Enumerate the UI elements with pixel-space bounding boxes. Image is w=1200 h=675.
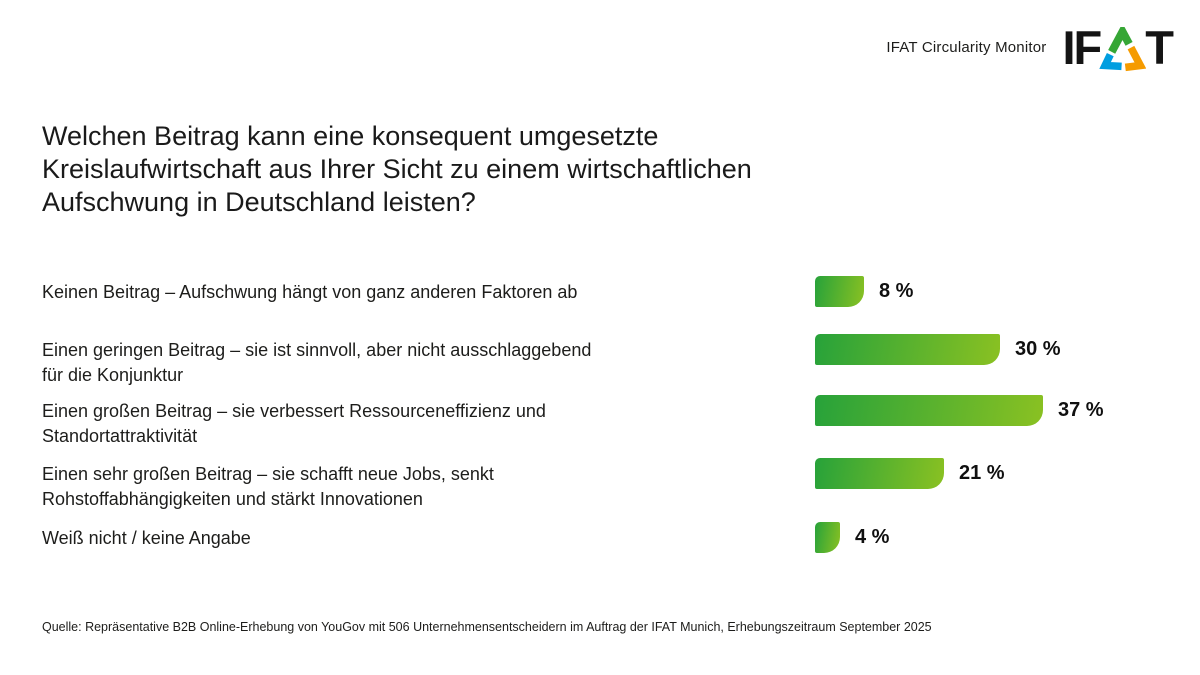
bar-row-2-value: 30 % [1015,338,1061,360]
bar-row-5-label-line1: Weiß nicht / keine Angabe [42,528,251,548]
brand-subtitle: IFAT Circularity Monitor [886,39,1047,56]
bar-row-5-label: Weiß nicht / keine Angabe [42,522,773,551]
bar-row-2-label-line1: Einen geringen Beitrag – sie ist sinnvol… [42,340,592,360]
bar-row-3: Einen großen Beitrag – sie verbessert Re… [42,395,1172,449]
bar-row-1-label-line1: Keinen Beitrag – Aufschwung hängt von ga… [42,282,578,302]
bar-row-2-label-line2: für die Konjunktur [42,365,184,385]
bar-row-3-bar [815,395,1043,426]
bar-row-1: Keinen Beitrag – Aufschwung hängt von ga… [42,276,1172,307]
bar-row-4-label-line1: Einen sehr großen Beitrag – sie schafft … [42,464,494,484]
bar-row-1-barwrap: 8 % [815,276,913,307]
bar-row-5-bar [815,522,840,553]
bar-row-2-bar [815,334,1000,365]
bar-row-3-label: Einen großen Beitrag – sie verbessert Re… [42,395,773,449]
bar-row-3-label-line1: Einen großen Beitrag – sie verbessert Re… [42,401,546,421]
chart-title-line1: Welchen Beitrag kann eine konsequent umg… [42,121,659,151]
bar-row-4: Einen sehr großen Beitrag – sie schafft … [42,458,1172,512]
bar-row-2: Einen geringen Beitrag – sie ist sinnvol… [42,334,1172,388]
bar-row-5: Weiß nicht / keine Angabe 4 % [42,522,1172,553]
bar-row-4-label: Einen sehr großen Beitrag – sie schafft … [42,458,773,512]
bar-row-3-label-line2: Standortattraktivität [42,426,198,446]
chart-title-line2: Kreislaufwirtschaft aus Ihrer Sicht zu e… [42,154,752,184]
bar-row-2-barwrap: 30 % [815,334,1061,365]
ifat-logo-letter-t: T [1145,21,1174,74]
header-brand: IFAT Circularity Monitor IF T [886,21,1174,74]
bar-row-1-bar [815,276,864,307]
ifat-logo-triangle-icon [1099,27,1147,72]
ifat-logo: IF T [1062,21,1174,74]
chart-title: Welchen Beitrag kann eine konsequent umg… [42,120,752,219]
bar-row-3-value: 37 % [1058,399,1104,421]
bar-row-3-barwrap: 37 % [815,395,1104,426]
bar-row-5-barwrap: 4 % [815,522,889,553]
bar-row-2-label: Einen geringen Beitrag – sie ist sinnvol… [42,334,773,388]
bar-row-4-barwrap: 21 % [815,458,1005,489]
bar-row-4-value: 21 % [959,462,1005,484]
bar-row-1-label: Keinen Beitrag – Aufschwung hängt von ga… [42,276,773,305]
bar-row-4-bar [815,458,944,489]
bar-row-4-label-line2: Rohstoffabhängigkeiten und stärkt Innova… [42,489,423,509]
source-note: Quelle: Repräsentative B2B Online-Erhebu… [42,620,932,634]
bar-row-1-value: 8 % [879,280,914,302]
chart-title-line3: Aufschwung in Deutschland leisten? [42,187,476,217]
ifat-logo-letters-if: IF [1062,21,1103,74]
bar-row-5-value: 4 % [855,526,890,548]
